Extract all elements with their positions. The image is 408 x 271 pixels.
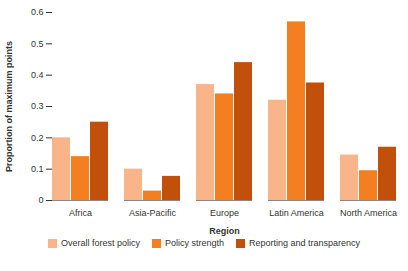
svg-text:Proportion of maximum points: Proportion of maximum points <box>4 41 14 172</box>
html-text:Reporting and transparency: Reporting and transparency <box>249 238 361 248</box>
svg-text:Europe: Europe <box>210 208 239 218</box>
svg-text:North America: North America <box>340 208 397 218</box>
svg-text:0.3: 0.3 <box>31 101 44 111</box>
svg-text:0.2: 0.2 <box>31 133 44 143</box>
svg-text:Africa: Africa <box>69 208 92 218</box>
svg-text:0.4: 0.4 <box>31 70 44 80</box>
svg-text:0: 0 <box>38 195 43 205</box>
svg-text:Asia-Pacific: Asia-Pacific <box>129 208 177 218</box>
svg-text:Region: Region <box>209 226 240 236</box>
svg-text:0.5: 0.5 <box>31 39 44 49</box>
svg-text:0.1: 0.1 <box>31 164 44 174</box>
svg-text:0.6: 0.6 <box>31 7 44 17</box>
svg-text:Latin America: Latin America <box>269 208 324 218</box>
html-text:Policy strength: Policy strength <box>165 238 224 248</box>
html-text:Overall forest policy: Overall forest policy <box>60 238 140 248</box>
